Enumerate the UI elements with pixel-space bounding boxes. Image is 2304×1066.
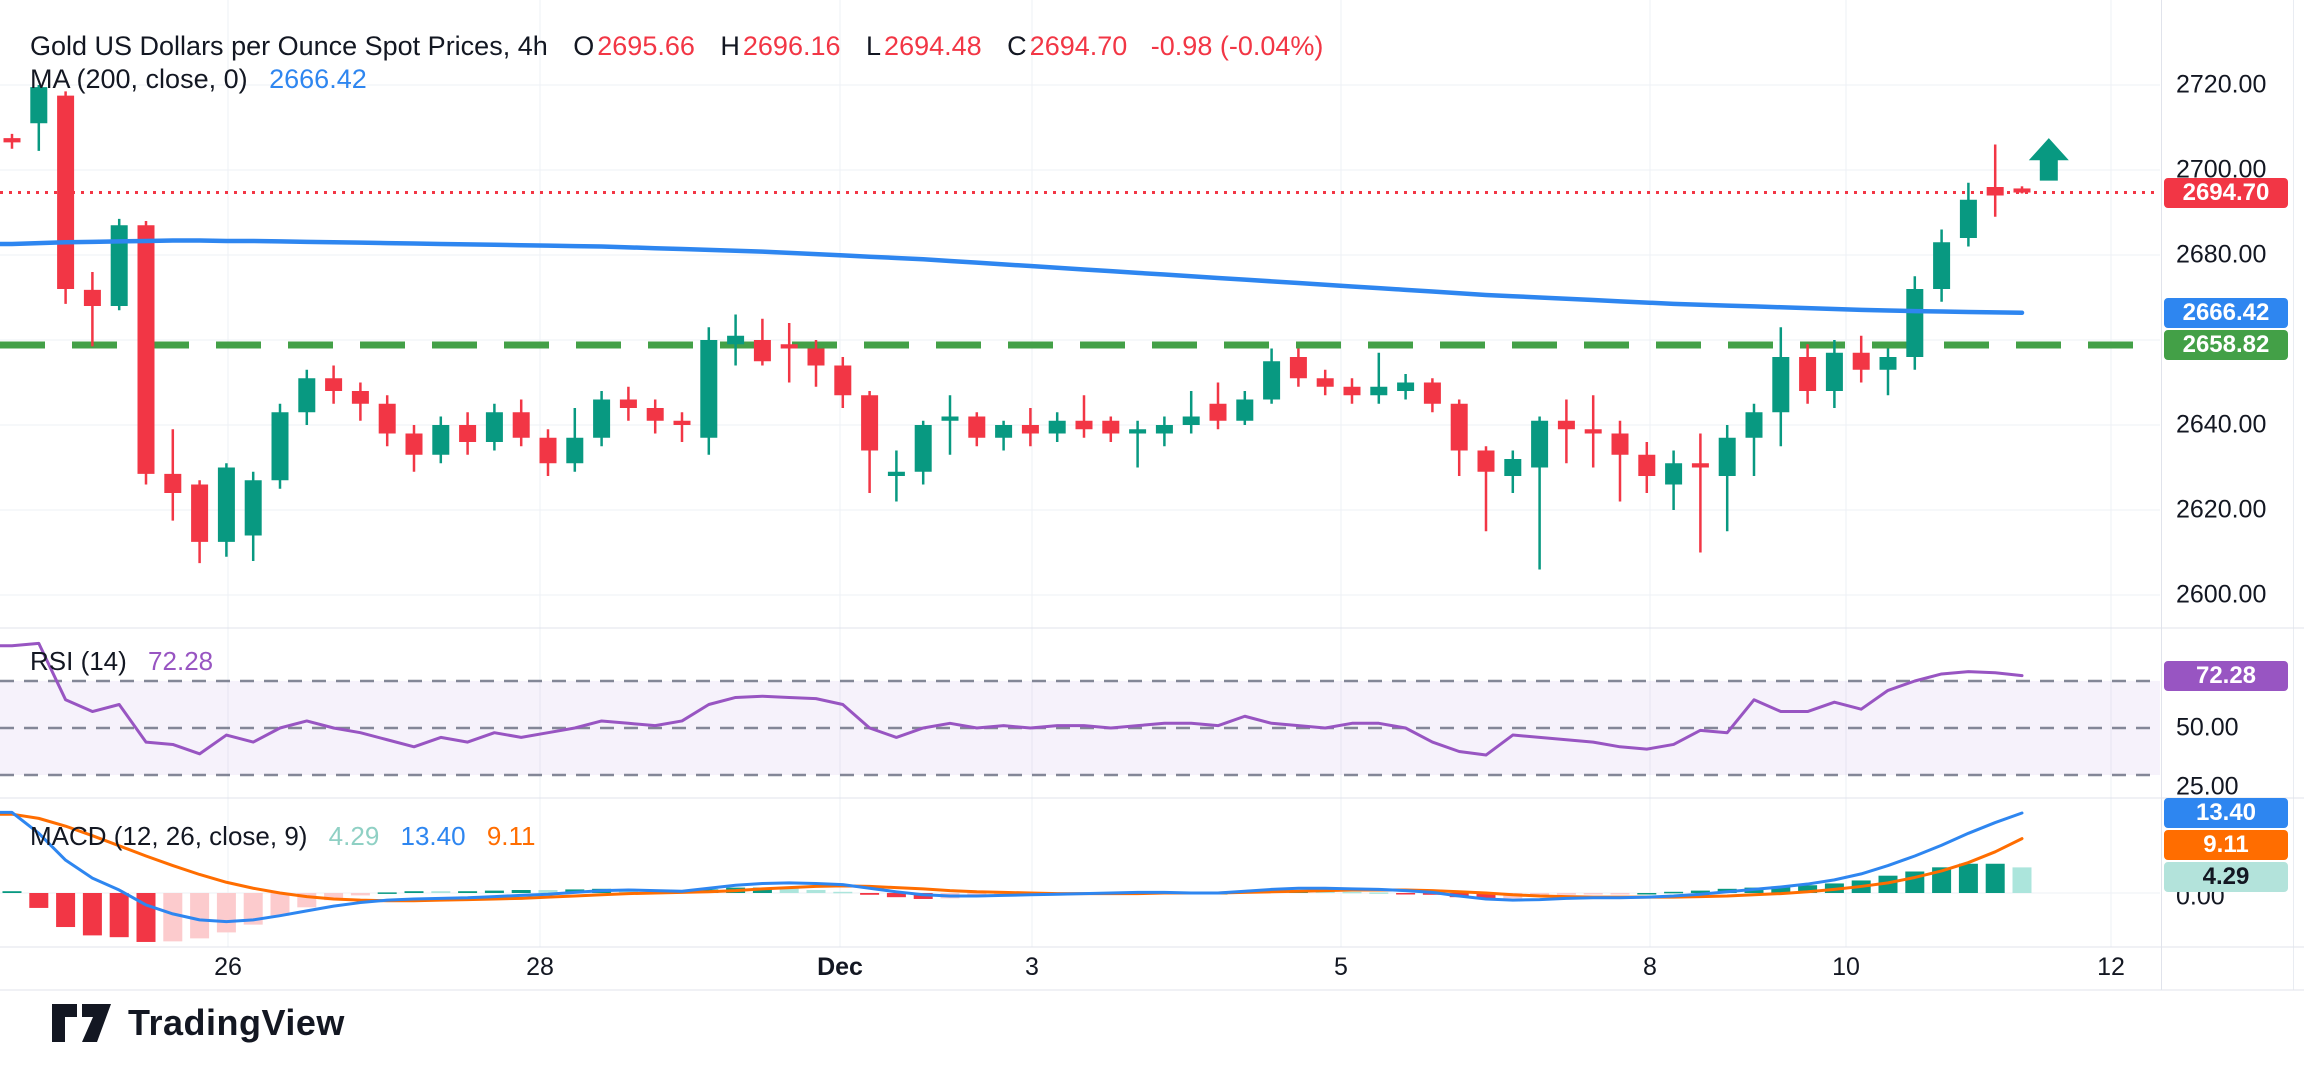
price-tick: 2640.00	[2176, 410, 2267, 439]
main-chart-pane[interactable]	[0, 0, 2160, 628]
close-value: 2694.70	[1029, 31, 1128, 61]
time-label: 8	[1643, 953, 1657, 981]
macd-line-value: 13.40	[400, 821, 466, 851]
macd-signal-badge: 9.11	[2164, 830, 2288, 860]
symbol-title[interactable]: Gold US Dollars per Ounce Spot Prices, 4…	[30, 31, 548, 61]
macd-label[interactable]: MACD (12, 26, close, 9)	[30, 821, 308, 851]
tradingview-logo-text: TradingView	[128, 1002, 345, 1043]
time-label: 10	[1832, 953, 1860, 981]
rsi-tick: 50.00	[2176, 713, 2239, 742]
tradingview-logo-icon	[52, 1004, 111, 1042]
macd-line-badge: 13.40	[2164, 798, 2288, 828]
ma-value: 2666.42	[269, 64, 367, 94]
time-label: Dec	[817, 953, 863, 981]
close-label: C	[1007, 31, 1027, 61]
macd-legend: MACD (12, 26, close, 9) 4.29 13.40 9.11	[30, 821, 536, 851]
rsi-legend: RSI (14) 72.28	[30, 646, 213, 676]
open-label: O	[573, 31, 595, 61]
low-label: L	[866, 31, 882, 61]
tradingview-logo[interactable]: TradingView	[52, 1002, 345, 1044]
time-axis[interactable]	[0, 948, 2304, 990]
open-value: 2695.66	[597, 31, 695, 61]
rsi-value-badge: 72.28	[2164, 660, 2288, 691]
rsi-tick: 25.00	[2176, 772, 2239, 801]
macd-signal-value: 9.11	[486, 821, 536, 851]
time-label: 5	[1334, 953, 1348, 981]
rsi-value: 72.28	[148, 646, 214, 676]
price-tick: 2720.00	[2176, 70, 2267, 99]
high-value: 2696.16	[742, 31, 841, 61]
ma-value-badge: 2666.42	[2164, 297, 2288, 328]
price-tick: 2600.00	[2176, 580, 2267, 609]
axis-inner-line	[2293, 0, 2294, 990]
ma-label[interactable]: MA (200, close, 0)	[30, 64, 248, 94]
price-tick: 2620.00	[2176, 495, 2267, 524]
high-label: H	[720, 31, 740, 61]
price-tick: 2680.00	[2176, 240, 2267, 269]
macd-hist-badge: 4.29	[2164, 862, 2288, 892]
time-label: 3	[1025, 953, 1039, 981]
support-level-badge: 2658.82	[2164, 330, 2288, 360]
symbol-legend: Gold US Dollars per Ounce Spot Prices, 4…	[30, 31, 1323, 61]
time-label: 26	[214, 953, 242, 981]
last-price-badge: 2694.70	[2164, 177, 2288, 208]
rsi-label[interactable]: RSI (14)	[30, 646, 127, 676]
time-label: 12	[2097, 953, 2125, 981]
change-value: -0.98 (-0.04%)	[1150, 31, 1324, 61]
time-label: 28	[526, 953, 554, 981]
low-value: 2694.48	[884, 31, 982, 61]
macd-hist-value: 4.29	[328, 821, 380, 851]
ma-legend: MA (200, close, 0) 2666.42	[30, 64, 367, 94]
rsi-pane[interactable]	[0, 629, 2160, 797]
